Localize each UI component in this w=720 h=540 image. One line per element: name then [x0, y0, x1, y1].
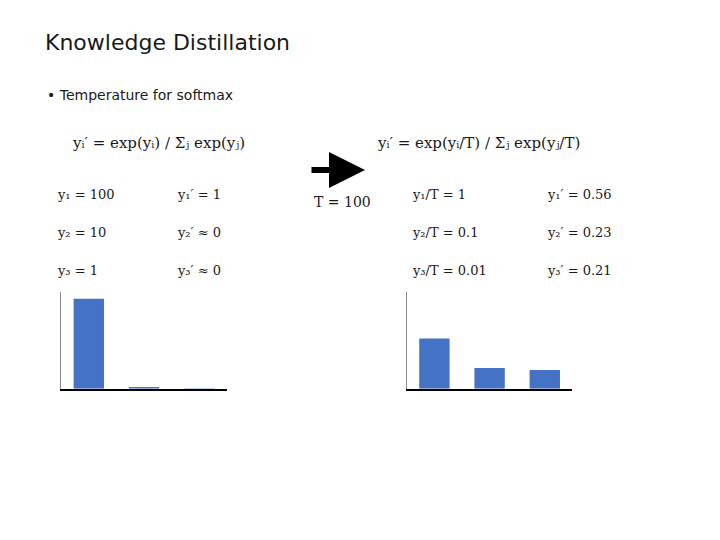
svg-text:y₁′ = 1: y₁′ = 1	[177, 187, 221, 202]
svg-text:T = 100: T = 100	[314, 194, 371, 210]
svg-text:y₃ = 1: y₃ = 1	[57, 263, 98, 278]
svg-text:Knowledge Distillation: Knowledge Distillation	[45, 30, 290, 55]
svg-text:yᵢ′ = exp(yᵢ/T) / Σⱼ exp(yⱼ/T): yᵢ′ = exp(yᵢ/T) / Σⱼ exp(yⱼ/T)	[377, 134, 580, 152]
svg-text:y₃′ ≈ 0: y₃′ ≈ 0	[177, 263, 221, 278]
svg-text:• Temperature for softmax: • Temperature for softmax	[47, 87, 233, 103]
svg-text:y₂′ ≈ 0: y₂′ ≈ 0	[177, 225, 221, 240]
svg-text:y₁ = 100: y₁ = 100	[57, 187, 115, 202]
svg-text:y₁′ = 0.56: y₁′ = 0.56	[547, 187, 612, 202]
svg-text:y₂′ = 0.23: y₂′ = 0.23	[547, 225, 612, 240]
svg-text:y₂ = 10: y₂ = 10	[57, 225, 106, 240]
svg-text:y₃/T = 0.01: y₃/T = 0.01	[412, 263, 487, 278]
svg-text:yᵢ′ = exp(yᵢ) / Σⱼ exp(yⱼ): yᵢ′ = exp(yᵢ) / Σⱼ exp(yⱼ)	[72, 134, 245, 152]
svg-text:y₁/T = 1: y₁/T = 1	[412, 187, 466, 202]
svg-text:y₃′ = 0.21: y₃′ = 0.21	[547, 263, 612, 278]
svg-text:y₂/T = 0.1: y₂/T = 0.1	[412, 225, 478, 240]
